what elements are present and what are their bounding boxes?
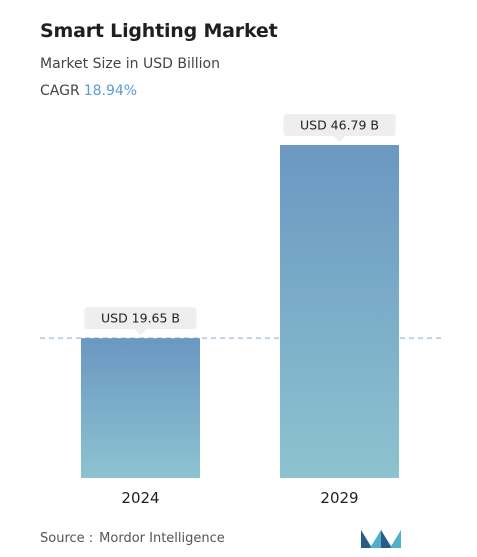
- cagr-label: CAGR: [40, 83, 80, 99]
- data-label-box: [84, 307, 197, 330]
- x-tick-label: 2024: [121, 489, 159, 507]
- data-label-pointer: [134, 329, 147, 336]
- bar-2029: [280, 145, 399, 478]
- bar-2024: [81, 338, 200, 478]
- source-note: Source : Mordor Intelligence: [40, 531, 225, 546]
- data-label: USD 46.79 B: [300, 118, 379, 133]
- data-label-box: [283, 114, 396, 136]
- mordor-intelligence-logo-icon: [361, 530, 401, 548]
- data-label: USD 19.65 B: [101, 311, 180, 326]
- cagr-value: 18.94%: [83, 83, 138, 99]
- source-value: Mordor Intelligence: [99, 531, 225, 546]
- source-label: Source :: [40, 531, 94, 546]
- chart-subtitle: Market Size in USD Billion: [40, 56, 220, 72]
- cagr-line: CAGR 18.94%: [40, 83, 137, 99]
- x-tick-label: 2029: [320, 489, 358, 507]
- chart-title: Smart Lighting Market: [40, 20, 278, 42]
- data-label-pointer: [333, 136, 346, 142]
